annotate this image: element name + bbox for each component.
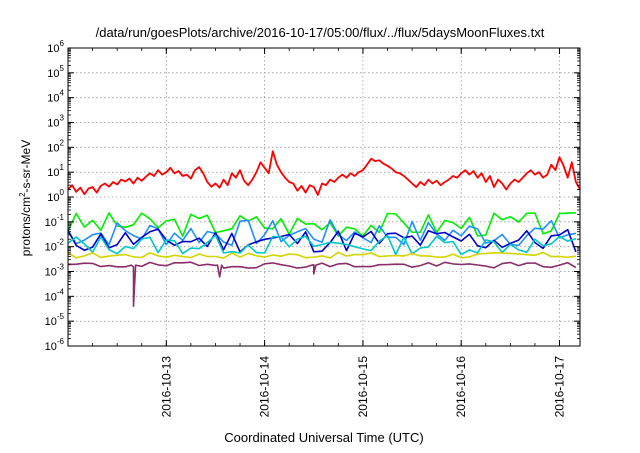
y-tick-label: 101 (47, 163, 64, 179)
x-axis: 2016-10-13 2016-10-14 2016-10-15 2016-10-16… (67, 48, 567, 418)
x-tick-label: 2016-10-16 (454, 356, 468, 418)
x-tick-label: 2016-10-14 (258, 356, 272, 418)
y-tick-label: 102 (47, 138, 64, 154)
y-tick-label: 10-1 (45, 213, 65, 229)
x-axis-label: Coordinated Universal Time (UTC) (224, 430, 423, 445)
grid (68, 48, 580, 346)
y-tick-label: 106 (47, 39, 64, 55)
series-line-3 (67, 219, 577, 247)
y-tick-label: 10-4 (45, 287, 65, 303)
y-axis-label-sup: 2 (18, 192, 27, 197)
x-tick-label: 2016-10-15 (356, 356, 370, 418)
y-axis-label-main: protons/cm (19, 197, 33, 256)
series-line-6 (67, 251, 577, 259)
y-tick-label: 10-6 (45, 337, 65, 353)
y-axis-label-rest: -s-sr-MeV (19, 140, 33, 193)
y-axis-label: protons/cm2-s-sr-MeV (18, 140, 33, 256)
series-line-5 (67, 234, 577, 256)
y-tick-label: 104 (47, 89, 64, 105)
y-tick-label: 105 (47, 64, 64, 80)
y-tick-label: 103 (47, 114, 64, 130)
x-tick-label: 2016-10-13 (159, 356, 173, 418)
series-layer (67, 150, 581, 307)
series-line-4 (67, 228, 577, 253)
y-tick-label: 10-5 (45, 312, 65, 328)
y-tick-label: 10-3 (45, 263, 65, 279)
y-tick-label: 100 (47, 188, 64, 204)
y-axis: 10-6 10-5 10-4 10-3 10-2 10-1 100 101 102 103 104 1… (45, 39, 580, 353)
x-tick-label: 2016-10-17 (553, 356, 567, 418)
series-line-2 (67, 212, 576, 237)
chart-title: /data/run/goesPlots/archive/2016-10-17/0… (96, 25, 545, 40)
series-line-1 (67, 150, 581, 196)
y-tick-label: 10-2 (45, 238, 65, 254)
series-line-7 (67, 261, 577, 307)
